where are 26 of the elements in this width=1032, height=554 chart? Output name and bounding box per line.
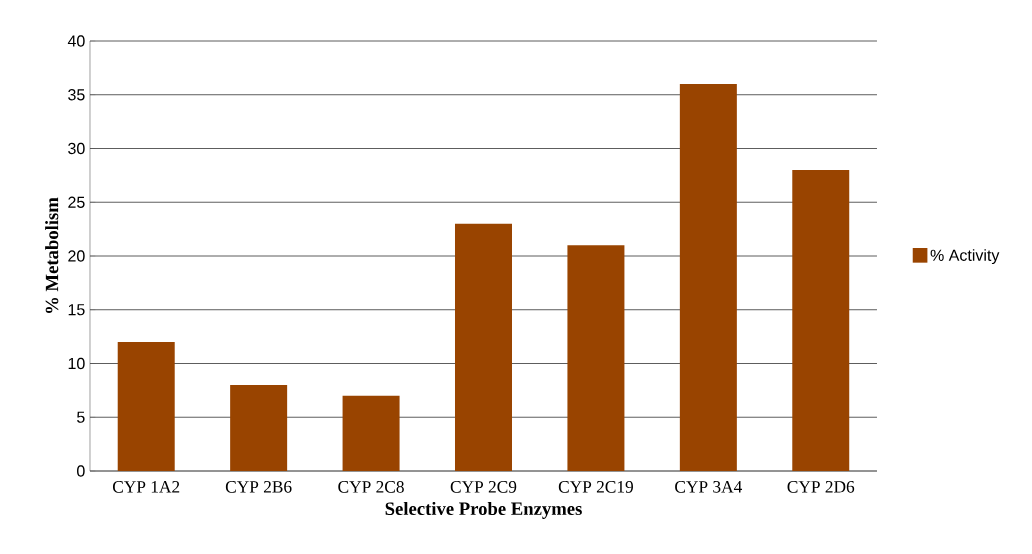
y-tick-label: 5 (77, 411, 85, 423)
x-axis-title: Selective Probe Enzymes (385, 501, 582, 519)
x-tick-label: CYP 1A2 (112, 481, 180, 493)
bar (342, 395, 400, 471)
x-tick-label: CYP 2C9 (450, 481, 517, 493)
bar (230, 385, 288, 471)
y-tick-label: 40 (67, 35, 85, 47)
y-tick-label: 15 (68, 304, 85, 316)
x-tick-label: CYP 2C8 (338, 481, 404, 493)
y-tick-label: 0 (77, 465, 85, 477)
y-tick-label: 30 (68, 142, 85, 155)
bar (679, 84, 737, 471)
y-tick-label: 20 (68, 250, 85, 262)
y-axis-title: % Metabolism (45, 197, 59, 313)
x-tick-label: CYP 3A4 (675, 481, 743, 493)
x-tick-label: CYP 2B6 (225, 481, 292, 493)
bar (567, 245, 625, 471)
bar (792, 170, 850, 471)
x-tick-label: CYP 2C19 (558, 481, 633, 493)
y-tick-label: 25 (68, 196, 85, 208)
bar (455, 223, 512, 471)
y-tick-label: 10 (68, 357, 85, 370)
bar (117, 342, 175, 471)
y-tick-label: 35 (68, 89, 85, 101)
x-tick-label: CYP 2D6 (787, 481, 855, 493)
legend-label: % Activity (930, 249, 1000, 265)
